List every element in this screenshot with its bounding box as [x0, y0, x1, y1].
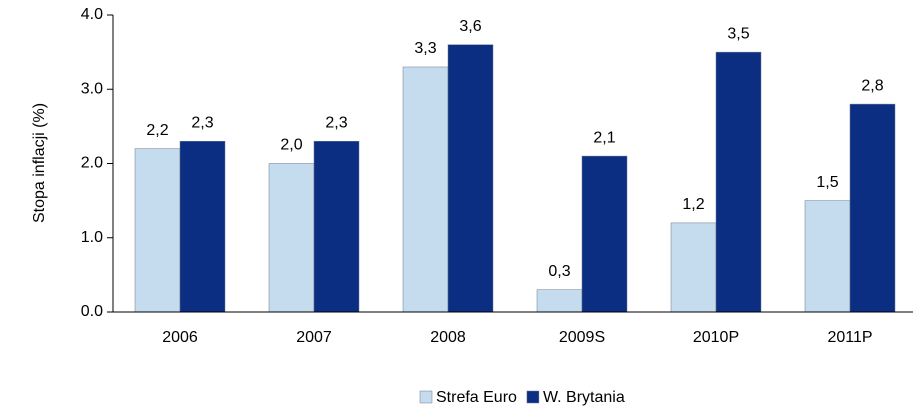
data-label: 2,0 [280, 137, 302, 154]
y-tick-label: 2.0 [81, 155, 103, 172]
bar [447, 44, 494, 313]
bar [804, 200, 851, 313]
bar [715, 51, 762, 313]
legend-label: Strefa Euro [436, 389, 517, 406]
data-label: 3,6 [459, 18, 481, 35]
data-label: 1,5 [816, 174, 838, 191]
x-tick-label: 2011P [827, 329, 872, 346]
data-label: 2,8 [861, 77, 883, 94]
y-tick-label: 3.0 [81, 80, 103, 97]
legend-label: W. Brytania [543, 389, 625, 406]
x-tick-label: 2010P [693, 329, 739, 346]
data-label: 2,3 [191, 114, 213, 131]
bar [581, 155, 628, 313]
legend-swatch [526, 390, 540, 404]
bar [402, 66, 449, 313]
y-tick-label: 1.0 [81, 229, 103, 246]
bar [134, 148, 181, 313]
y-axis-title: Stopa inflacji (%) [31, 103, 48, 223]
bar [536, 289, 583, 313]
data-label: 2,1 [593, 129, 615, 146]
y-tick-label: 4.0 [81, 6, 103, 23]
x-tick-label: 2008 [430, 329, 466, 346]
data-label: 3,3 [414, 40, 436, 57]
x-tick-label: 2007 [296, 329, 332, 346]
bar [179, 140, 226, 313]
bar [268, 163, 315, 313]
data-label: 2,3 [325, 114, 347, 131]
legend-swatch [419, 390, 433, 404]
bar [670, 222, 717, 313]
data-label: 2,2 [146, 122, 168, 139]
x-tick-label: 2006 [162, 329, 198, 346]
data-label: 0,3 [548, 263, 570, 280]
y-tick-label: 0.0 [81, 303, 103, 320]
data-label: 3,5 [727, 25, 749, 42]
x-tick-label: 2009S [559, 329, 605, 346]
bar [849, 103, 896, 313]
bar [313, 140, 360, 313]
data-label: 1,2 [682, 196, 704, 213]
